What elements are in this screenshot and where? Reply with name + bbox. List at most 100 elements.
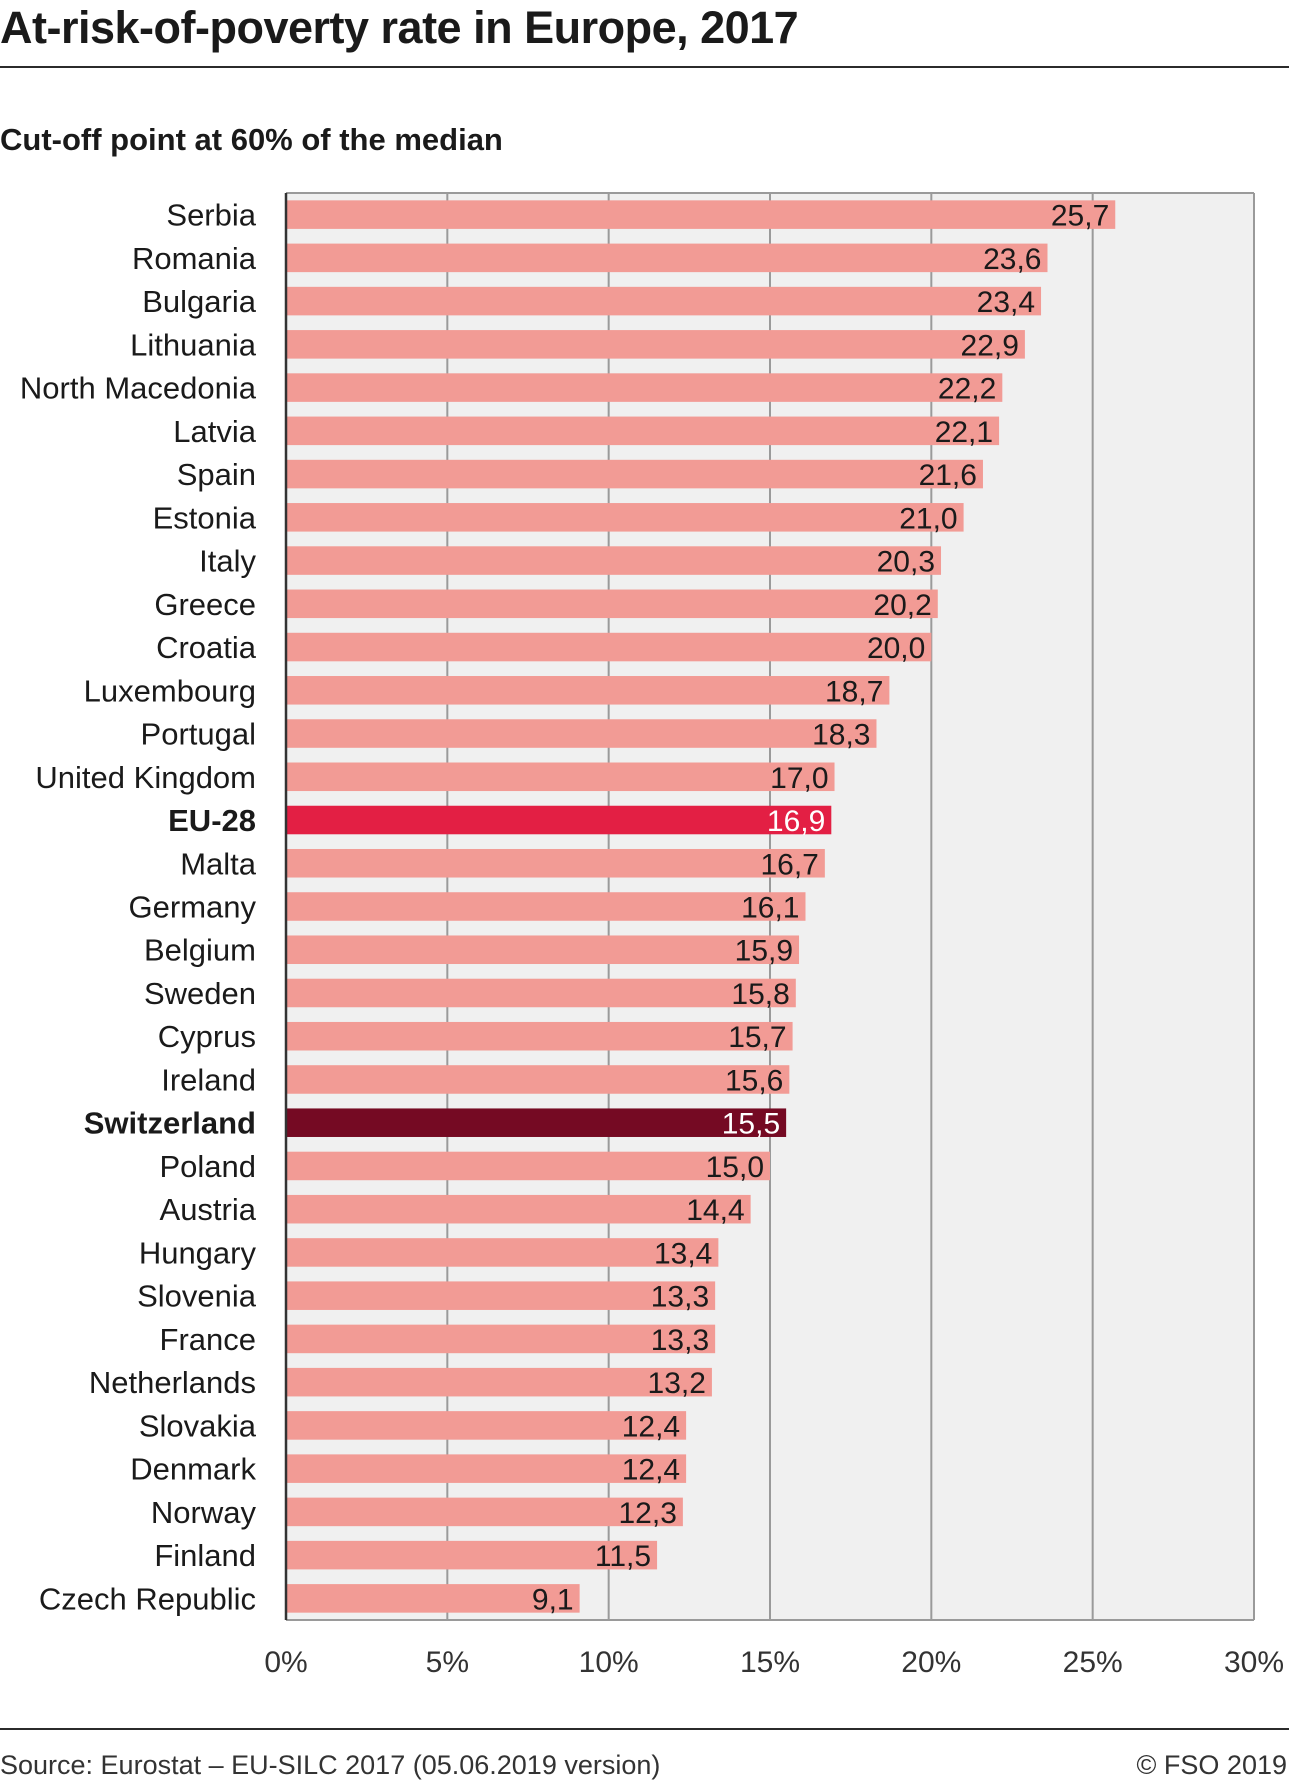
bar [287, 243, 1048, 273]
data-label: 18,3 [812, 719, 870, 752]
category-label: Malta [180, 846, 257, 881]
bar [287, 1497, 683, 1527]
data-label: 15,7 [728, 1021, 786, 1054]
x-tick-label: 5% [426, 1646, 469, 1679]
bar [287, 286, 1042, 316]
bar [287, 200, 1116, 229]
category-label: Slovenia [137, 1279, 257, 1314]
category-label: Portugal [141, 717, 256, 752]
bar [287, 416, 1000, 446]
category-label: EU-28 [168, 803, 256, 838]
bar [287, 459, 983, 489]
bar [287, 1194, 751, 1224]
data-label: 11,5 [595, 1540, 651, 1573]
category-label: Belgium [144, 933, 256, 968]
data-label: 13,3 [651, 1281, 709, 1314]
category-label: Greece [154, 587, 256, 622]
data-label: 20,3 [877, 546, 935, 579]
category-label: Norway [151, 1495, 257, 1530]
data-label: 20,2 [873, 589, 931, 622]
data-label: 12,3 [618, 1497, 676, 1530]
bar [287, 762, 835, 792]
data-label: 12,4 [622, 1410, 680, 1443]
data-label: 23,4 [977, 286, 1035, 319]
data-label: 13,3 [651, 1324, 709, 1357]
data-label: 15,9 [735, 935, 793, 968]
bar [287, 1324, 716, 1354]
x-tick-label: 0% [264, 1646, 307, 1679]
bar [287, 719, 877, 748]
bar [287, 1065, 790, 1094]
bar [287, 589, 938, 619]
data-label: 17,0 [770, 762, 828, 795]
bottom-rule [0, 1728, 1289, 1730]
category-label: Latvia [173, 414, 256, 449]
source-note: Source: Eurostat – EU-SILC 2017 (05.06.2… [0, 1750, 661, 1780]
data-label: 16,1 [741, 892, 799, 925]
bar [287, 1411, 687, 1440]
data-label: 13,4 [654, 1237, 712, 1270]
bar [287, 1584, 580, 1613]
data-label: 22,9 [961, 329, 1019, 362]
data-label: 21,0 [899, 502, 957, 535]
data-label: 22,2 [938, 373, 996, 406]
bar [287, 978, 796, 1008]
category-label: Luxembourg [84, 673, 256, 708]
bar [287, 1367, 712, 1397]
data-label: 15,0 [706, 1151, 764, 1184]
data-label: 15,6 [725, 1064, 783, 1097]
category-label: Spain [177, 457, 256, 492]
x-tick-label: 25% [1063, 1646, 1123, 1679]
category-label: Croatia [156, 630, 257, 665]
category-label: Switzerland [84, 1106, 256, 1141]
chart-title: At-risk-of-poverty rate in Europe, 2017 [0, 2, 799, 53]
category-label: Netherlands [89, 1365, 256, 1400]
bar [287, 1238, 719, 1267]
bar [287, 1021, 793, 1051]
bar [287, 1454, 687, 1483]
data-label: 18,7 [825, 675, 883, 708]
category-label: France [160, 1322, 256, 1357]
category-label: Finland [154, 1538, 256, 1573]
category-label: Cyprus [158, 1019, 256, 1054]
category-label: Slovakia [139, 1408, 257, 1443]
bar [287, 1281, 716, 1310]
category-label: Denmark [130, 1452, 256, 1487]
category-label: Poland [159, 1149, 256, 1184]
bar [287, 1151, 770, 1181]
data-label: 16,9 [767, 805, 825, 838]
data-label: 23,6 [983, 243, 1041, 276]
bar [287, 373, 1003, 402]
x-tick-label: 20% [901, 1646, 961, 1679]
bar [287, 1540, 658, 1570]
data-label: 21,6 [919, 459, 977, 492]
category-label: North Macedonia [20, 371, 257, 406]
bar [287, 503, 964, 532]
data-label: 22,1 [935, 416, 993, 449]
category-label: Bulgaria [142, 284, 256, 319]
category-label: Sweden [144, 976, 256, 1011]
category-label: Czech Republic [39, 1581, 256, 1616]
bar [287, 935, 800, 965]
category-label: United Kingdom [35, 760, 256, 795]
category-label: Lithuania [130, 327, 257, 362]
data-label: 20,0 [867, 632, 925, 665]
data-label: 16,7 [760, 848, 818, 881]
data-label: 25,7 [1051, 200, 1109, 233]
bar [287, 330, 1025, 359]
data-label: 12,4 [622, 1454, 680, 1487]
category-label: Hungary [139, 1235, 257, 1270]
copyright-note: © FSO 2019 [1136, 1750, 1287, 1780]
category-label: Italy [199, 544, 256, 579]
bar [287, 632, 932, 662]
bar [287, 676, 890, 705]
bar [287, 546, 942, 575]
category-label: Ireland [161, 1062, 256, 1097]
x-tick-label: 30% [1224, 1646, 1284, 1679]
bar [287, 1108, 787, 1137]
x-tick-label: 15% [740, 1646, 800, 1679]
data-label: 14,4 [686, 1194, 744, 1227]
category-label: Estonia [153, 500, 257, 535]
top-rule [0, 66, 1289, 68]
category-label: Germany [129, 890, 257, 925]
